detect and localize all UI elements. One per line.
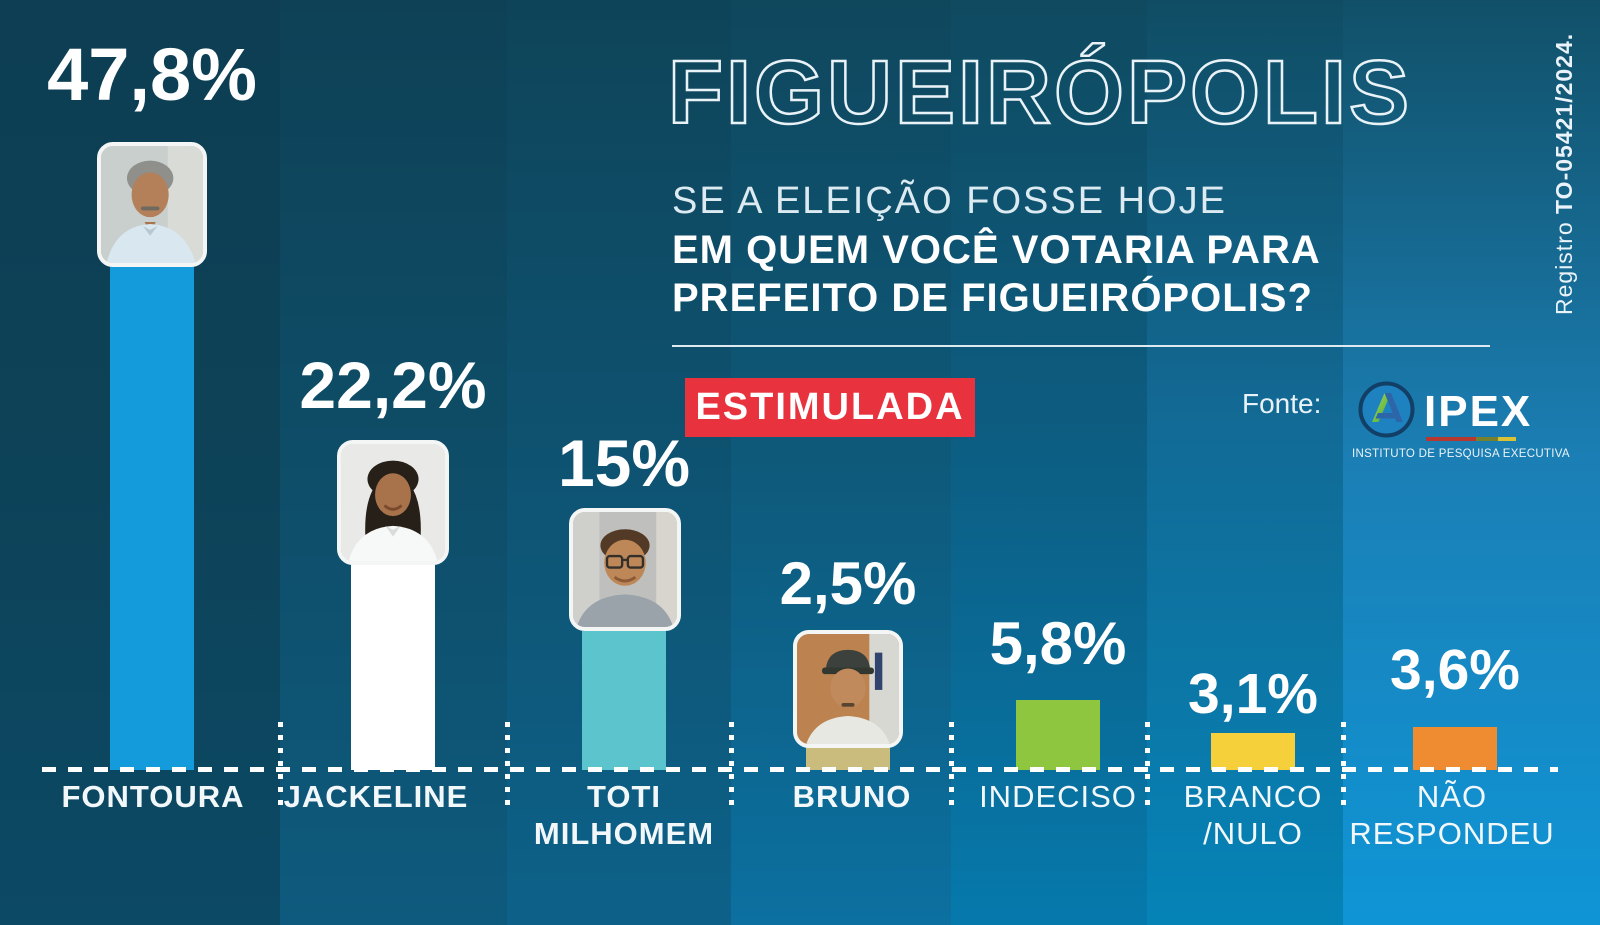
value-label-nao-respondeu: 3,6%: [1390, 638, 1520, 702]
divider-line: [672, 345, 1490, 347]
category-label-jackeline: JACKELINE: [283, 779, 469, 814]
bar-jackeline: [351, 563, 435, 770]
column-separator-dotted: [1145, 722, 1150, 812]
category-label-branco-nulo: BRANCO/NULO: [1183, 779, 1323, 851]
column-separator-dotted: [1341, 722, 1346, 812]
candidate-photo-jackeline: [337, 440, 449, 565]
ipex-logo-color-strip: [1426, 437, 1516, 441]
bar-branco-nulo: [1211, 733, 1295, 770]
question-line-1: SE A ELEIÇÃO FOSSE HOJE: [672, 180, 1227, 222]
value-label-branco-nulo: 3,1%: [1188, 662, 1318, 726]
value-label-toti-milhomem: 15%: [557, 426, 691, 500]
poster-title: FIGUEIRÓPOLIS: [667, 43, 1413, 143]
ipex-subtitle: INSTITUTO DE PESQUISA EXECUTIVA: [1352, 448, 1570, 460]
category-label-nao-respondeu: NÃO RESPONDEU: [1349, 779, 1555, 851]
bar-indeciso: [1016, 700, 1100, 770]
source-label: Fonte:: [1242, 388, 1322, 419]
candidate-photo-toti-milhomem: [569, 508, 681, 631]
column-separator-dotted: [278, 722, 283, 812]
category-label-indeciso: INDECISO: [979, 779, 1137, 814]
ipex-logo-icon: [1358, 381, 1415, 438]
question-line-3: PREFEITO DE FIGUEIRÓPOLIS?: [672, 276, 1313, 320]
registro-vertical-text: Registro TO-05421/2024.: [1551, 32, 1577, 315]
baseline-dotted-line: [42, 767, 1558, 772]
question-line-2: EM QUEM VOCÊ VOTARIA PARA: [672, 228, 1321, 272]
bar-toti-milhomem: [582, 631, 666, 770]
bar-fontoura: [110, 265, 194, 770]
bar-nao-respondeu: [1413, 727, 1497, 770]
value-label-bruno: 2,5%: [779, 550, 917, 617]
column-separator-dotted: [729, 722, 734, 812]
column-separator-dotted: [505, 722, 510, 812]
value-label-fontoura: 47,8%: [47, 33, 257, 116]
category-label-fontoura: FONTOURA: [61, 779, 245, 814]
category-label-toti-milhomem: TOTI MILHOMEM: [533, 779, 715, 851]
category-label-bruno: BRUNO: [792, 779, 912, 814]
estimulada-badge: ESTIMULADA: [685, 378, 975, 437]
value-label-jackeline: 22,2%: [299, 348, 487, 422]
value-label-indeciso: 5,8%: [989, 610, 1127, 677]
ipex-wordmark: IPEX: [1424, 387, 1533, 436]
candidate-photo-fontoura: [97, 142, 207, 267]
candidate-photo-bruno: [793, 630, 903, 748]
column-separator-dotted: [949, 722, 954, 812]
bar-bruno: [806, 744, 890, 770]
